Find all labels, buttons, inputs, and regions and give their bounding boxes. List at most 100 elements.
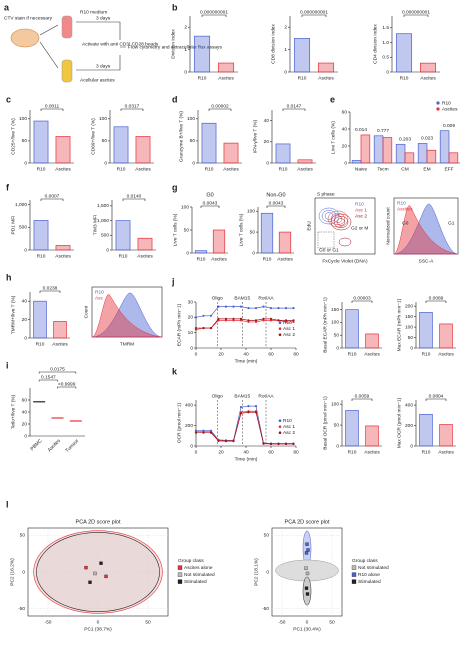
p-value: 0.0140: [127, 193, 142, 199]
point: [254, 405, 258, 408]
chart-title: G0: [206, 192, 213, 198]
x-tick-label: Tumour: [64, 438, 80, 454]
plot-frame: [314, 197, 376, 255]
p-bracket: [208, 108, 232, 111]
point: [202, 431, 205, 434]
legend-label: R10: [283, 418, 292, 424]
bar: [419, 312, 433, 349]
p-bracket: [266, 205, 286, 208]
legend-swatch: [177, 572, 183, 577]
bar: [33, 120, 49, 164]
y-axis-label: CD69+/live T (%): [90, 118, 96, 155]
bar: [201, 122, 217, 164]
legend-swatch: [351, 572, 357, 577]
legend-swatch: [436, 101, 440, 105]
x-tick-label: 0: [195, 351, 198, 357]
bar: [419, 62, 437, 73]
x-tick-label: R10: [279, 166, 288, 172]
point: [254, 320, 258, 324]
y-tick-label: 0: [104, 160, 107, 166]
bar: [55, 136, 71, 164]
gate-label: G0 or G1: [319, 247, 339, 253]
injection-label: Oligo: [212, 295, 224, 301]
bar: [217, 62, 235, 73]
p-value: 0.0059: [355, 393, 370, 399]
point: [239, 319, 243, 322]
legend-swatch: [351, 579, 357, 584]
y-tick-label: 500: [101, 233, 109, 239]
point: [262, 305, 265, 308]
bar: [439, 424, 453, 447]
x-tick-label: 80: [293, 351, 299, 357]
p-bracket: [38, 379, 58, 382]
legend-swatch: [278, 321, 282, 325]
y-tick-label: 50: [408, 335, 414, 341]
legend-label: Asc 2: [355, 213, 367, 219]
y-axis-label: Basal OCR (pmol min−1): [322, 396, 328, 450]
p-value: 0.0011: [45, 103, 60, 109]
x-tick-label: R10: [298, 75, 307, 81]
y-tick-label: 40: [22, 298, 28, 304]
y-axis-label: EdU: [306, 221, 312, 231]
p-value: 0.0317: [125, 103, 140, 109]
gate-label: G1: [448, 220, 455, 226]
arrow: [39, 21, 126, 71]
point: [217, 317, 220, 320]
p-value: 0.0804: [429, 393, 444, 399]
diagram-text: R10 medium: [80, 9, 107, 15]
y-tick-label: 0: [266, 569, 269, 575]
x-tick-label: R10: [36, 341, 45, 347]
bar: [193, 35, 211, 73]
y-axis-label: PD1 MFI: [10, 216, 16, 235]
y-axis-label: Basal ECAR (mPh min−1): [322, 297, 328, 353]
legend-label: Asc 2: [283, 332, 295, 338]
diagram-text: Flow cytometry and extracellular flux as…: [128, 44, 222, 50]
y-tick-label: 0: [336, 345, 339, 351]
x-tick-label: R10: [37, 253, 46, 259]
x-tick-label: 20: [218, 351, 224, 357]
bar: [360, 134, 371, 164]
tube-r10: [61, 15, 73, 39]
point: [254, 319, 258, 322]
bar: [365, 333, 379, 349]
x-tick-label: Ascites: [52, 341, 68, 347]
legend-label: Ascites alone: [184, 565, 213, 571]
p-bracket: [351, 300, 373, 303]
p-value: >0.9999: [58, 381, 76, 387]
legend-label: Asc 2: [283, 430, 295, 436]
x-tick-label: Ascites: [135, 166, 151, 172]
bar: [395, 33, 413, 73]
p-value: 0.009: [443, 123, 455, 129]
point: [202, 326, 205, 330]
y-tick-label: 50: [264, 533, 270, 539]
y-axis-label: TIM3 MFI: [92, 215, 98, 236]
point: [88, 580, 92, 584]
panel-letter: g: [172, 182, 178, 192]
point: [284, 320, 288, 324]
legend-label: Not stimulated: [358, 565, 389, 571]
p-bracket: [201, 14, 227, 17]
legend-swatch: [278, 327, 282, 331]
x-axis-label: Time (min): [235, 358, 258, 364]
y-axis-label: TMRM+/live T (%): [10, 295, 16, 334]
point: [224, 305, 228, 308]
p-value: 0.0007: [45, 193, 60, 199]
legend-label: Stimulated: [184, 579, 207, 585]
point: [305, 592, 310, 596]
bar: [439, 323, 453, 349]
point: [224, 319, 228, 322]
series-line: [196, 405, 294, 444]
panel-letter: j: [171, 276, 175, 286]
x-tick-label: 80: [293, 449, 299, 455]
y-axis-label: ECAR (mPh min−1): [176, 303, 182, 346]
legend-swatch: [278, 419, 282, 423]
x-tick-label: R10: [119, 253, 128, 259]
bar: [351, 160, 362, 164]
legend-label: R10: [95, 289, 104, 295]
y-tick-label: 2: [284, 24, 287, 30]
y-axis-label: PC2 (18.1%): [253, 558, 259, 586]
bar: [439, 130, 450, 164]
chart-title: PCA 2D score plot: [285, 519, 330, 525]
series-line: [195, 306, 294, 318]
